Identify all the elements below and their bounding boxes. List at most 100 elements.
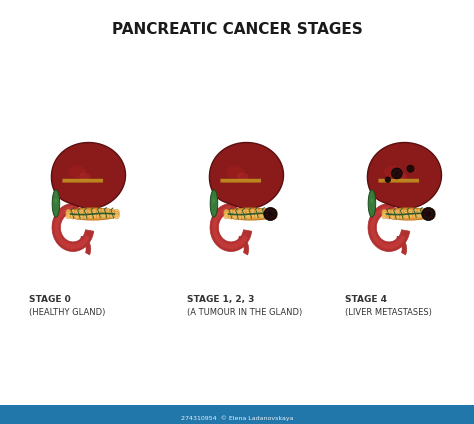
Circle shape bbox=[408, 213, 413, 219]
Text: (LIVER METASTASES): (LIVER METASTASES) bbox=[345, 308, 432, 317]
Circle shape bbox=[79, 210, 84, 215]
Text: STAGE 0: STAGE 0 bbox=[29, 295, 71, 304]
Circle shape bbox=[411, 170, 412, 171]
Circle shape bbox=[224, 214, 229, 219]
Text: PANCREATIC CANCER STAGES: PANCREATIC CANCER STAGES bbox=[111, 22, 363, 37]
Circle shape bbox=[394, 169, 396, 172]
Circle shape bbox=[66, 209, 71, 215]
Circle shape bbox=[389, 179, 390, 180]
Circle shape bbox=[250, 211, 255, 217]
Circle shape bbox=[399, 212, 404, 217]
Circle shape bbox=[66, 211, 71, 217]
Circle shape bbox=[430, 210, 433, 212]
Polygon shape bbox=[81, 236, 91, 255]
Ellipse shape bbox=[224, 208, 277, 220]
Circle shape bbox=[399, 209, 404, 215]
Ellipse shape bbox=[384, 165, 401, 178]
Circle shape bbox=[92, 209, 97, 214]
Circle shape bbox=[412, 209, 418, 214]
Circle shape bbox=[382, 214, 387, 219]
Circle shape bbox=[430, 214, 435, 219]
Circle shape bbox=[250, 209, 255, 214]
Circle shape bbox=[237, 214, 242, 219]
Ellipse shape bbox=[55, 198, 57, 203]
Circle shape bbox=[101, 209, 106, 214]
Circle shape bbox=[422, 207, 435, 220]
Circle shape bbox=[70, 209, 75, 215]
Circle shape bbox=[272, 210, 274, 212]
Polygon shape bbox=[396, 236, 407, 255]
Circle shape bbox=[386, 178, 388, 179]
Circle shape bbox=[70, 212, 75, 217]
Circle shape bbox=[232, 212, 238, 217]
Circle shape bbox=[88, 212, 93, 217]
Ellipse shape bbox=[226, 165, 244, 178]
Circle shape bbox=[417, 209, 422, 214]
Polygon shape bbox=[51, 142, 126, 209]
Circle shape bbox=[88, 209, 93, 215]
Circle shape bbox=[224, 211, 229, 217]
Circle shape bbox=[394, 175, 396, 178]
Ellipse shape bbox=[382, 208, 435, 220]
Circle shape bbox=[412, 168, 413, 170]
Circle shape bbox=[269, 217, 272, 219]
Text: 274310954  © Elena Ladanovskaya: 274310954 © Elena Ladanovskaya bbox=[181, 415, 293, 421]
Circle shape bbox=[427, 217, 430, 219]
Circle shape bbox=[96, 209, 102, 214]
Circle shape bbox=[426, 213, 431, 218]
Circle shape bbox=[272, 214, 277, 219]
Circle shape bbox=[386, 212, 392, 217]
Polygon shape bbox=[54, 206, 90, 249]
Circle shape bbox=[88, 214, 93, 219]
Circle shape bbox=[386, 209, 392, 215]
Circle shape bbox=[412, 213, 418, 218]
Circle shape bbox=[255, 209, 260, 214]
Circle shape bbox=[263, 211, 268, 216]
Circle shape bbox=[430, 209, 435, 215]
Circle shape bbox=[404, 214, 409, 219]
Circle shape bbox=[424, 210, 427, 212]
Circle shape bbox=[417, 211, 422, 216]
Circle shape bbox=[268, 211, 273, 216]
Circle shape bbox=[66, 214, 71, 219]
Circle shape bbox=[395, 212, 400, 217]
Circle shape bbox=[408, 168, 409, 170]
Circle shape bbox=[114, 211, 119, 217]
Polygon shape bbox=[212, 206, 248, 249]
Polygon shape bbox=[367, 142, 441, 209]
Circle shape bbox=[272, 211, 277, 217]
Circle shape bbox=[96, 211, 102, 216]
Circle shape bbox=[79, 214, 84, 219]
Circle shape bbox=[423, 213, 426, 215]
Circle shape bbox=[391, 214, 396, 219]
Circle shape bbox=[397, 169, 400, 172]
Polygon shape bbox=[210, 204, 252, 251]
Ellipse shape bbox=[66, 208, 119, 220]
Circle shape bbox=[255, 211, 260, 216]
Ellipse shape bbox=[395, 173, 407, 181]
Circle shape bbox=[224, 209, 229, 215]
Ellipse shape bbox=[68, 165, 86, 178]
Circle shape bbox=[391, 212, 396, 217]
Circle shape bbox=[263, 213, 268, 218]
Circle shape bbox=[272, 215, 274, 218]
Ellipse shape bbox=[371, 198, 373, 203]
Circle shape bbox=[412, 211, 418, 216]
Ellipse shape bbox=[237, 173, 248, 181]
Circle shape bbox=[385, 179, 387, 180]
Polygon shape bbox=[0, 405, 474, 424]
Circle shape bbox=[411, 166, 412, 167]
Circle shape bbox=[407, 165, 414, 172]
Circle shape bbox=[92, 213, 97, 219]
Circle shape bbox=[395, 214, 400, 219]
Circle shape bbox=[421, 213, 427, 218]
Circle shape bbox=[388, 178, 389, 179]
Text: STAGE 1, 2, 3: STAGE 1, 2, 3 bbox=[187, 295, 255, 304]
Circle shape bbox=[83, 214, 89, 219]
Circle shape bbox=[269, 209, 272, 211]
Polygon shape bbox=[52, 204, 94, 251]
Ellipse shape bbox=[213, 198, 215, 203]
Text: (A TUMOUR IN THE GLAND): (A TUMOUR IN THE GLAND) bbox=[187, 308, 302, 317]
Polygon shape bbox=[52, 190, 60, 217]
Circle shape bbox=[421, 211, 427, 216]
